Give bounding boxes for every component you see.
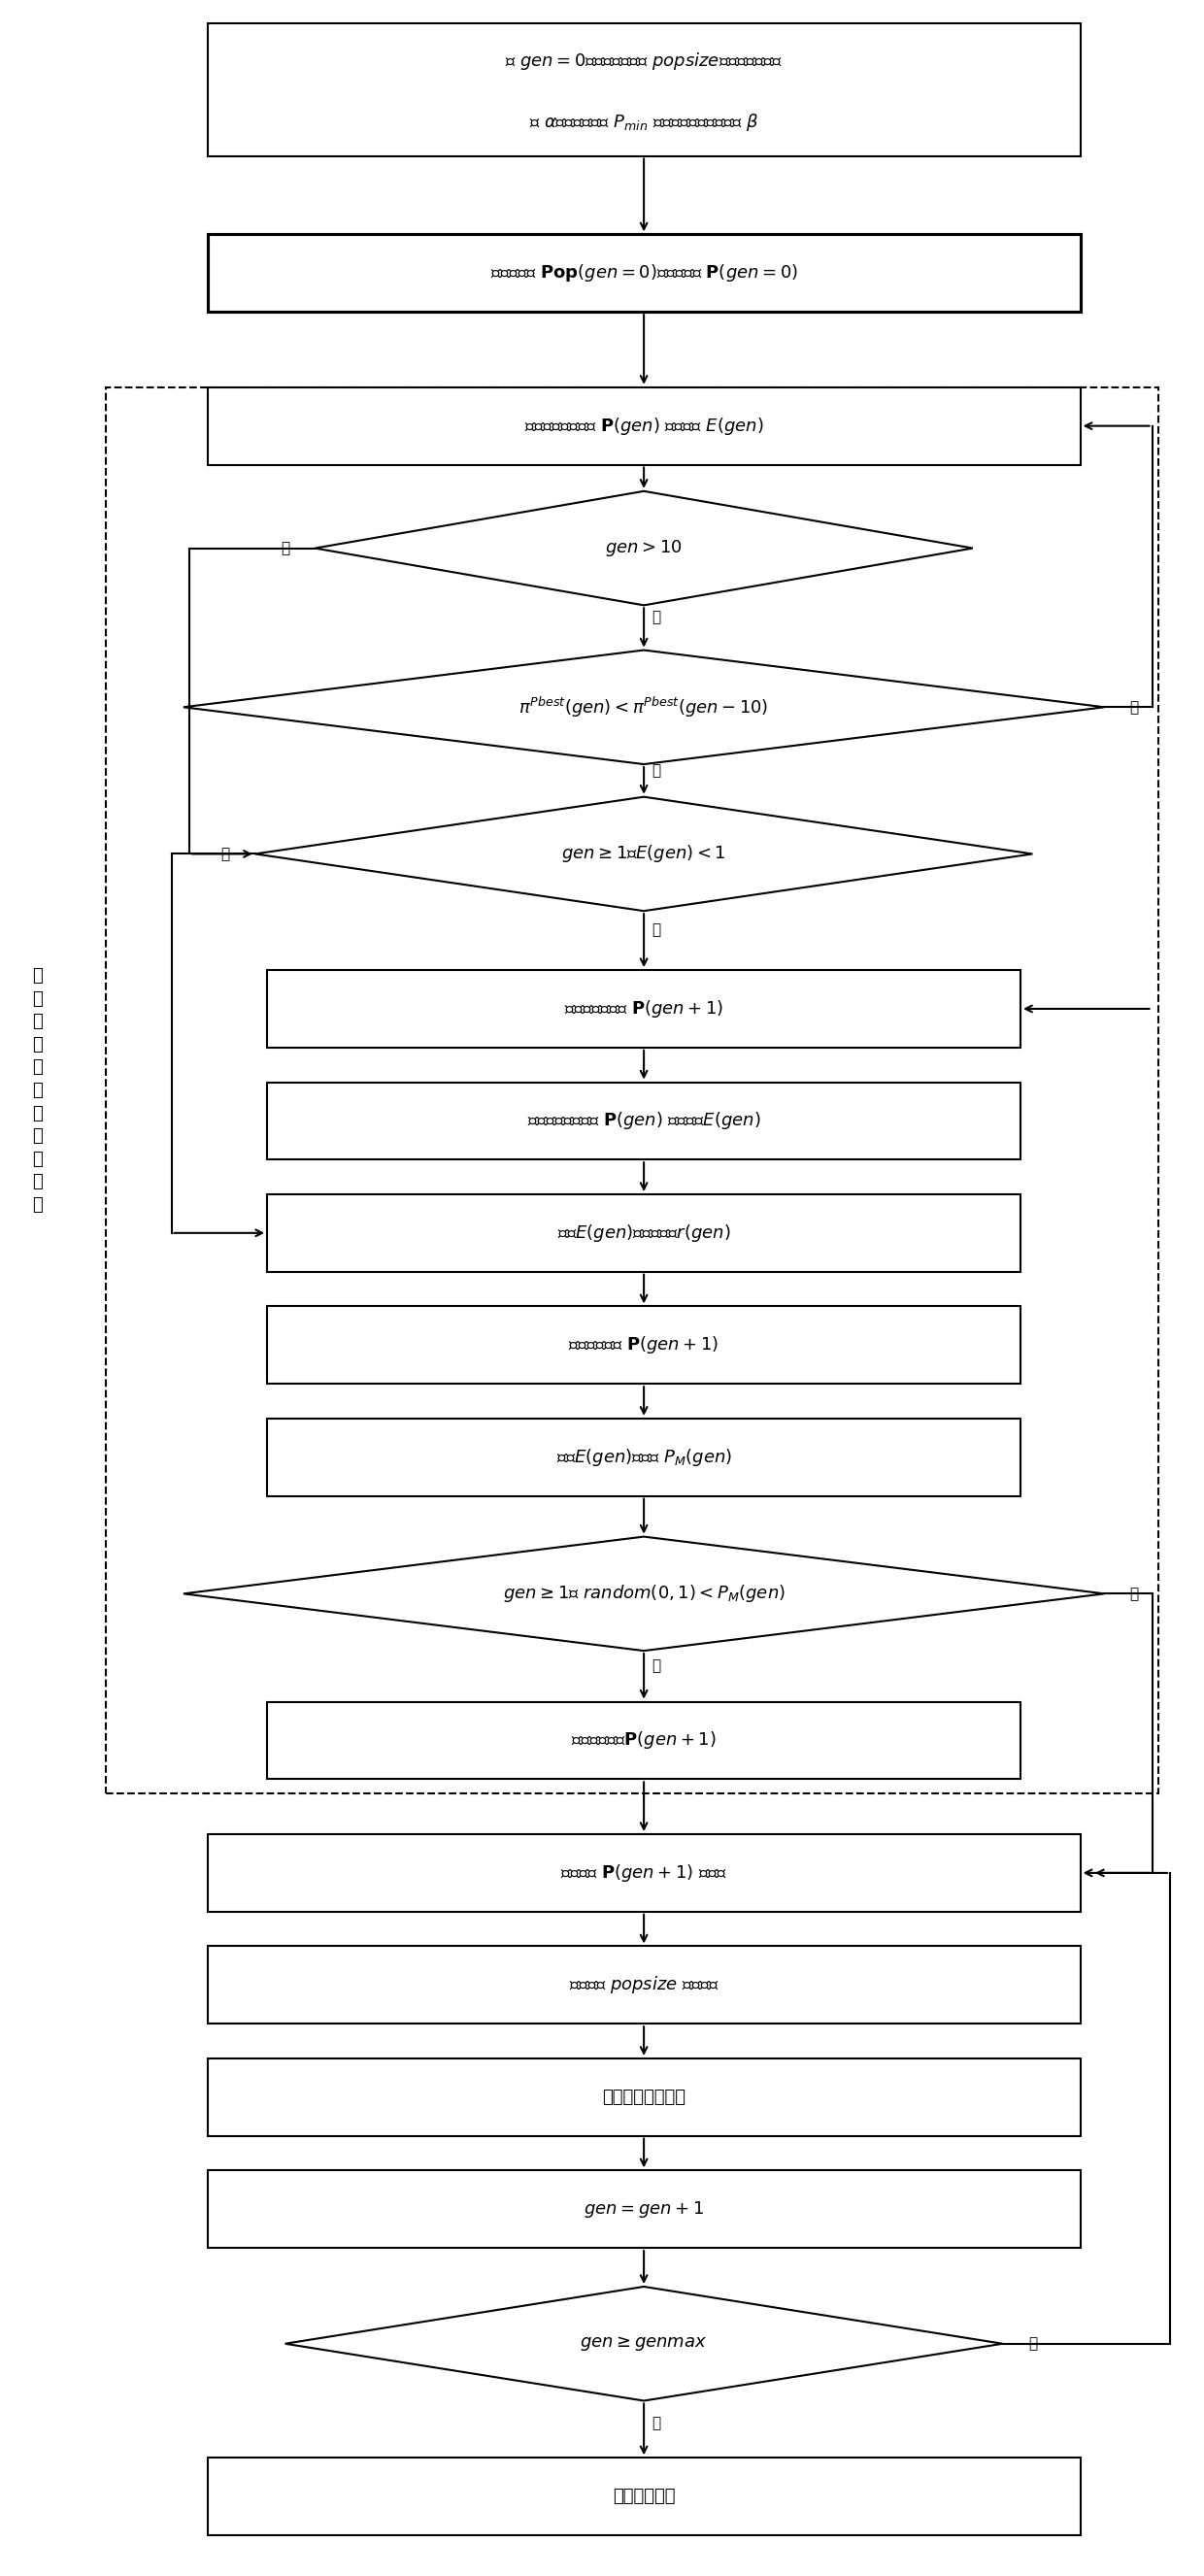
Text: 初始化种群 $\mathbf{Pop}$$(gen=0)$和概率矩阵 $\mathbf{P}$$(gen=0)$: 初始化种群 $\mathbf{Pop}$$(gen=0)$和概率矩阵 $\mat… — [490, 263, 798, 283]
Text: 概率矩阵 $\mathbf{P}(gen+1)$ 归一化: 概率矩阵 $\mathbf{P}(gen+1)$ 归一化 — [560, 1862, 727, 1883]
Bar — [207, 23, 1080, 157]
Text: 自
适
应
概
率
模
型
更
新
过
程: 自 适 应 概 率 模 型 更 新 过 程 — [33, 966, 43, 1213]
Bar — [207, 2058, 1080, 2136]
Text: 否: 否 — [1028, 2336, 1037, 2352]
Polygon shape — [183, 1538, 1104, 1651]
Text: 是: 是 — [651, 2416, 660, 2432]
Text: 否: 否 — [1129, 1587, 1139, 1602]
Text: 令 $gen=0$，设定种群规模 $popsize$，学习率控制参: 令 $gen=0$，设定种群规模 $popsize$，学习率控制参 — [506, 52, 783, 72]
Text: 更新概率矩阵$\mathbf{P}(gen+1)$: 更新概率矩阵$\mathbf{P}(gen+1)$ — [571, 1728, 716, 1752]
Text: 是: 是 — [651, 611, 660, 626]
Text: $gen=gen+1$: $gen=gen+1$ — [584, 2200, 704, 2221]
Bar — [207, 2458, 1080, 2535]
Bar — [267, 1195, 1021, 1273]
Text: $gen\geq1$且$E(gen)<1$: $gen\geq1$且$E(gen)<1$ — [561, 842, 726, 866]
Bar — [267, 1082, 1021, 1159]
Bar — [207, 234, 1080, 312]
Bar — [267, 1703, 1021, 1780]
Bar — [207, 2172, 1080, 2249]
Text: 是: 是 — [651, 1659, 660, 1674]
Text: $gen\geq1$且 $random(0,1)<P_M(gen)$: $gen\geq1$且 $random(0,1)<P_M(gen)$ — [502, 1584, 785, 1605]
Text: 否: 否 — [1129, 701, 1139, 714]
Text: 否: 否 — [220, 848, 230, 860]
Text: 是: 是 — [651, 922, 660, 938]
Polygon shape — [255, 796, 1033, 912]
Text: $\pi^{Pbest}(gen)<\pi^{Pbest}(gen-10)$: $\pi^{Pbest}(gen)<\pi^{Pbest}(gen-10)$ — [519, 696, 769, 719]
Text: 是: 是 — [651, 762, 660, 778]
Bar — [207, 1834, 1080, 1911]
Text: 数 $\alpha$、变异率下限 $P_{min}$ 和变异率增幅控制参数 $\beta$: 数 $\alpha$、变异率下限 $P_{min}$ 和变异率增幅控制参数 $\… — [530, 111, 759, 134]
Bar — [267, 1419, 1021, 1497]
Text: 更新概率矩阵 $\mathbf{P}(gen+1)$: 更新概率矩阵 $\mathbf{P}(gen+1)$ — [568, 1334, 719, 1355]
Bar — [267, 1306, 1021, 1383]
Polygon shape — [315, 492, 973, 605]
Text: $gen>10$: $gen>10$ — [606, 538, 683, 559]
Bar — [207, 1947, 1080, 2025]
Polygon shape — [285, 2287, 1003, 2401]
Text: 采样生成 $popsize$ 个新个体: 采样生成 $popsize$ 个新个体 — [568, 1973, 719, 1996]
Text: 利用$E(gen)$更新率 $P_M(gen)$: 利用$E(gen)$更新率 $P_M(gen)$ — [556, 1448, 732, 1468]
Bar — [267, 971, 1021, 1048]
Text: 执行局部搜索策略: 执行局部搜索策略 — [602, 2089, 685, 2105]
Text: 输出最优个体: 输出最优个体 — [613, 2488, 675, 2506]
Text: $gen\geq genmax$: $gen\geq genmax$ — [580, 2334, 708, 2352]
Text: 计算当前概率矩阵 $\mathbf{P}$$(gen)$ 的信息熵 $E(gen)$: 计算当前概率矩阵 $\mathbf{P}$$(gen)$ 的信息熵 $E(gen… — [524, 415, 763, 435]
Bar — [106, 386, 1158, 1793]
Text: 计算当前概率矩阵 $\mathbf{P}(gen)$ 的信息熵$E(gen)$: 计算当前概率矩阵 $\mathbf{P}(gen)$ 的信息熵$E(gen)$ — [527, 1110, 761, 1131]
Bar — [207, 386, 1080, 464]
Text: 利用$E(gen)$更新学习率$r(gen)$: 利用$E(gen)$更新学习率$r(gen)$ — [557, 1221, 731, 1244]
Polygon shape — [183, 649, 1104, 765]
Text: 否: 否 — [281, 541, 289, 556]
Text: 初始化概率矩阵 $\mathbf{P}(gen+1)$: 初始化概率矩阵 $\mathbf{P}(gen+1)$ — [565, 997, 724, 1020]
